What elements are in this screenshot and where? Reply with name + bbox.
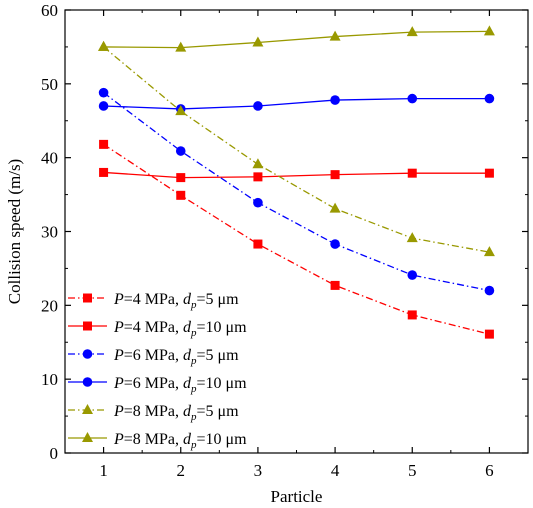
data-point: [407, 310, 417, 320]
legend-marker: [82, 377, 93, 387]
legend-marker: [82, 432, 93, 442]
data-point: [330, 239, 340, 249]
data-point: [407, 93, 418, 104]
x-tick-label: 6: [485, 461, 494, 480]
legend-marker: [82, 349, 93, 359]
data-point: [483, 246, 495, 257]
data-point: [407, 270, 418, 280]
y-tick-label: 50: [41, 75, 58, 94]
legend-label: P=4 MPa, dp=10 μm: [113, 319, 247, 339]
data-point: [176, 173, 186, 183]
y-tick-label: 40: [41, 149, 58, 168]
series-line: [103, 30, 490, 49]
legend-item: P=8 MPa, dp=10 μm: [68, 431, 247, 451]
legend-marker: [83, 293, 92, 303]
data-point: [175, 146, 186, 156]
data-point: [484, 93, 495, 104]
y-tick-label: 20: [41, 296, 58, 315]
data-point: [253, 197, 263, 208]
legend-item: P=6 MPa, dp=10 μm: [68, 375, 247, 395]
data-point: [253, 239, 263, 249]
data-point: [175, 41, 187, 52]
legend-label: P=6 MPa, dp=10 μm: [113, 375, 247, 395]
series-layer: [98, 25, 495, 339]
data-point: [406, 26, 418, 37]
series-line: [103, 46, 490, 253]
series-1: [99, 139, 494, 339]
series-line: [103, 143, 490, 335]
series-line: [103, 171, 490, 179]
legend-label: P=8 MPa, dp=5 μm: [113, 403, 239, 423]
data-point: [253, 101, 263, 111]
legend-item: P=4 MPa, dp=5 μm: [68, 291, 239, 311]
series-line: [103, 92, 490, 292]
x-tick-label: 1: [99, 461, 108, 480]
series-4: [98, 93, 495, 114]
data-point: [330, 95, 340, 105]
data-point: [330, 280, 340, 290]
axis-ticks: 0 10 20 30 40 50 60 1 2 3 4 5 6: [41, 1, 528, 480]
data-point: [252, 158, 264, 169]
legend-label: P=6 MPa, dp=5 μm: [113, 347, 239, 367]
series-3: [98, 87, 495, 296]
data-point: [98, 87, 109, 98]
data-point: [484, 168, 494, 178]
data-point: [330, 170, 340, 180]
data-point: [98, 40, 110, 51]
x-axis-title: Particle: [271, 487, 323, 506]
data-point: [252, 36, 264, 47]
data-point: [484, 329, 494, 339]
data-point: [99, 167, 109, 177]
data-point: [406, 232, 418, 243]
data-point: [176, 190, 186, 200]
data-point: [98, 101, 109, 111]
y-tick-label: 0: [50, 444, 59, 463]
data-point: [407, 168, 417, 178]
series-2: [99, 167, 494, 183]
series-line: [103, 97, 490, 110]
legend-marker: [83, 321, 92, 331]
legend-item: P=6 MPa, dp=5 μm: [68, 347, 239, 367]
legend-label: P=8 MPa, dp=10 μm: [113, 431, 247, 451]
data-point: [484, 285, 495, 296]
series-6: [98, 25, 495, 52]
x-tick-label: 2: [177, 461, 186, 480]
x-tick-label: 5: [408, 461, 417, 480]
data-point: [253, 172, 263, 182]
y-tick-label: 10: [41, 370, 58, 389]
data-point: [329, 202, 341, 213]
legend-item: P=8 MPa, dp=5 μm: [68, 403, 239, 423]
data-point: [99, 139, 109, 149]
data-point: [175, 105, 187, 116]
y-tick-label: 60: [41, 1, 58, 20]
data-point: [483, 25, 495, 36]
x-tick-label: 4: [331, 461, 340, 480]
legend-item: P=4 MPa, dp=10 μm: [68, 319, 247, 339]
legend-label: P=4 MPa, dp=5 μm: [113, 291, 239, 311]
y-axis-title: Collision speed (m/s): [5, 159, 24, 304]
x-tick-label: 3: [254, 461, 263, 480]
legend-marker: [82, 404, 93, 414]
data-point: [329, 30, 341, 41]
legend: P=4 MPa, dp=5 μm P=4 MPa, dp=10 μm P=6 MPa…: [68, 291, 247, 451]
y-tick-label: 30: [41, 223, 58, 242]
